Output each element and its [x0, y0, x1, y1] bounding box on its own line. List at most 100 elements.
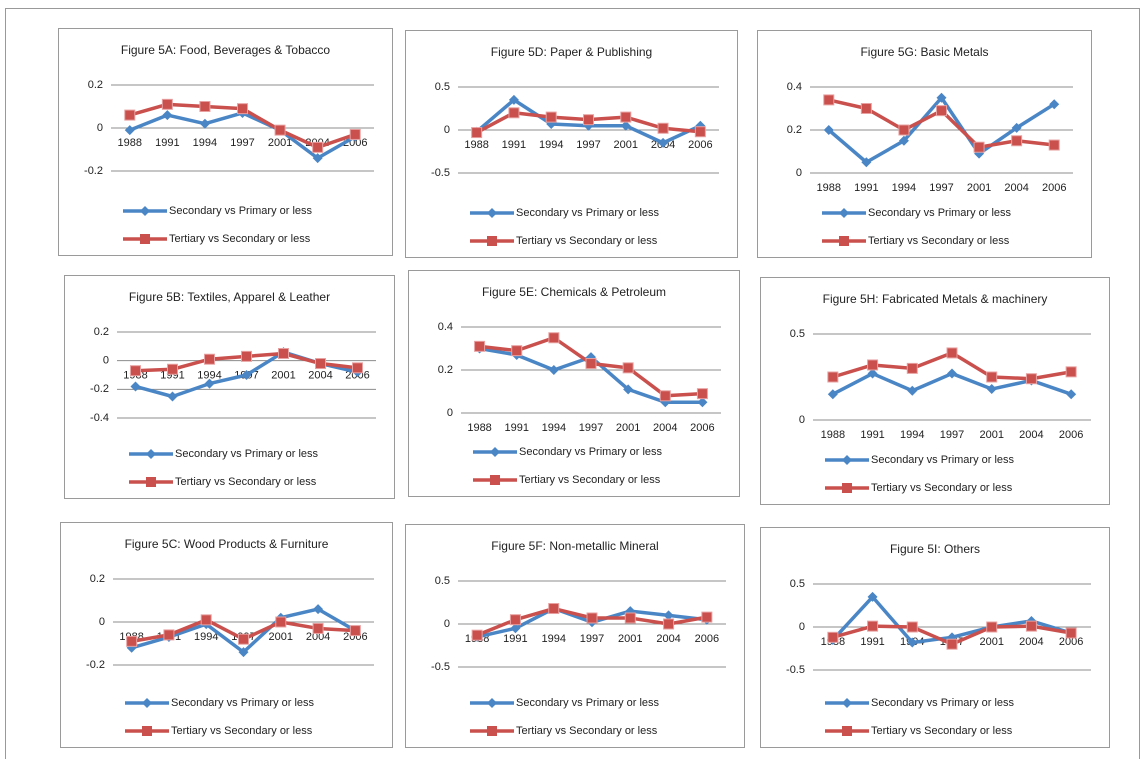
point-marker	[823, 94, 835, 106]
point-marker	[312, 153, 323, 164]
y-tick-label: 0	[799, 621, 805, 633]
chart-title: Figure 5G: Basic Metals	[860, 45, 989, 59]
point-marker	[162, 110, 173, 121]
legend-marker	[140, 234, 150, 244]
legend-label: Tertiary vs Secondary or less	[519, 474, 661, 486]
point-marker	[907, 385, 918, 396]
chart-title: Figure 5E: Chemicals & Petroleum	[481, 285, 667, 299]
x-tick-label: 2001	[979, 636, 1003, 648]
point-marker	[861, 157, 872, 168]
x-tick-label: 1991	[504, 422, 528, 434]
point-marker	[701, 611, 713, 623]
chart-title: Figure 5I: Others	[889, 542, 981, 556]
y-tick-label: 0	[799, 414, 805, 426]
y-tick-label: 0	[97, 122, 103, 134]
legend-marker	[487, 208, 497, 218]
point-marker	[241, 370, 252, 380]
point-marker	[867, 591, 878, 602]
x-tick-label: 2004	[656, 633, 680, 645]
point-marker	[906, 621, 918, 633]
point-marker	[986, 384, 997, 395]
point-marker	[946, 347, 958, 359]
chart-panel: Figure 5B: Textiles, Apparel & Leather -0…	[64, 275, 395, 499]
y-tick-label: -0.5	[431, 661, 450, 673]
legend-marker	[842, 698, 852, 708]
point-marker	[312, 622, 324, 634]
legend-marker	[839, 208, 849, 218]
x-tick-label: 1988	[464, 139, 488, 151]
x-tick-label: 2006	[690, 422, 714, 434]
x-tick-label: 1994	[542, 422, 566, 434]
point-marker	[867, 368, 878, 379]
point-marker	[275, 616, 287, 628]
point-marker	[1049, 99, 1060, 110]
legend-label: Secondary vs Primary or less	[871, 697, 1015, 709]
point-marker	[583, 120, 594, 131]
y-tick-label: 0.2	[787, 124, 802, 136]
chart-panel: Figure 5A: Food, Beverages & Tobacco -0.2…	[58, 28, 393, 256]
point-marker	[657, 122, 669, 134]
chart-title: Figure 5H: Fabricated Metals & machinery	[822, 292, 1048, 306]
point-marker	[313, 604, 324, 615]
y-tick-label: 0.5	[790, 578, 805, 590]
point-marker	[697, 397, 708, 408]
x-tick-label: 2001	[614, 139, 638, 151]
point-marker	[163, 629, 175, 641]
point-marker	[352, 362, 363, 374]
point-marker	[237, 103, 248, 115]
y-tick-label: 0	[444, 124, 450, 136]
point-marker	[663, 610, 674, 621]
x-tick-label: 1997	[576, 139, 600, 151]
legend-label: Tertiary vs Secondary or less	[169, 233, 311, 245]
x-tick-label: 2001	[616, 422, 640, 434]
point-marker	[936, 105, 947, 117]
point-marker	[906, 362, 918, 374]
point-marker	[548, 603, 560, 615]
legend-marker	[146, 477, 156, 487]
point-marker	[663, 618, 675, 630]
x-tick-label: 2001	[979, 429, 1003, 441]
point-marker	[986, 621, 998, 633]
point-marker	[823, 125, 834, 135]
legend-label: Secondary vs Primary or less	[868, 207, 1012, 219]
x-tick-label: 1994	[193, 137, 217, 149]
point-marker	[986, 371, 998, 383]
chart: 0 0.2 0.4 1988 1991 1994 1997 2001 2004 2006 Secon…	[787, 81, 1073, 247]
y-tick-label: 0.5	[435, 575, 450, 587]
x-tick-label: 2001	[269, 631, 293, 643]
point-marker	[620, 120, 631, 131]
chart: -0.500.51988199119941997200120042006Seco…	[431, 81, 719, 247]
x-tick-label: 1991	[860, 636, 884, 648]
y-tick-label: -0.2	[86, 659, 105, 671]
point-marker	[126, 642, 137, 653]
x-tick-label: 1988	[467, 422, 491, 434]
point-marker	[548, 332, 560, 344]
point-marker	[898, 135, 909, 146]
legend-marker	[142, 726, 152, 736]
legend-label: Secondary vs Primary or less	[516, 207, 660, 219]
point-marker	[508, 94, 519, 105]
y-tick-label: 0.4	[787, 81, 802, 93]
y-tick-label: 0.2	[438, 364, 453, 376]
point-marker	[238, 633, 249, 645]
point-marker	[130, 381, 141, 392]
point-marker	[124, 125, 135, 136]
legend-label: Tertiary vs Secondary or less	[868, 235, 1010, 247]
point-marker	[623, 384, 634, 395]
legend-marker	[839, 236, 849, 246]
point-marker	[349, 625, 361, 637]
legend-label: Tertiary vs Secondary or less	[516, 725, 658, 737]
x-tick-label: 2006	[688, 139, 712, 151]
point-marker	[349, 128, 361, 140]
x-tick-label: 2006	[1042, 182, 1066, 194]
point-marker	[312, 141, 324, 153]
point-marker	[161, 98, 173, 110]
x-tick-label: 1997	[929, 182, 953, 194]
chart-panel: Figure 5C: Wood Products & Furniture -0.2…	[60, 522, 393, 748]
legend-label: Tertiary vs Secondary or less	[871, 482, 1013, 494]
chart-panel: Figure 5G: Basic Metals 0 0.2 0.4 1988 1991 19…	[757, 30, 1092, 258]
legend-marker	[842, 455, 852, 465]
point-marker	[585, 358, 597, 370]
point-marker	[204, 378, 215, 389]
